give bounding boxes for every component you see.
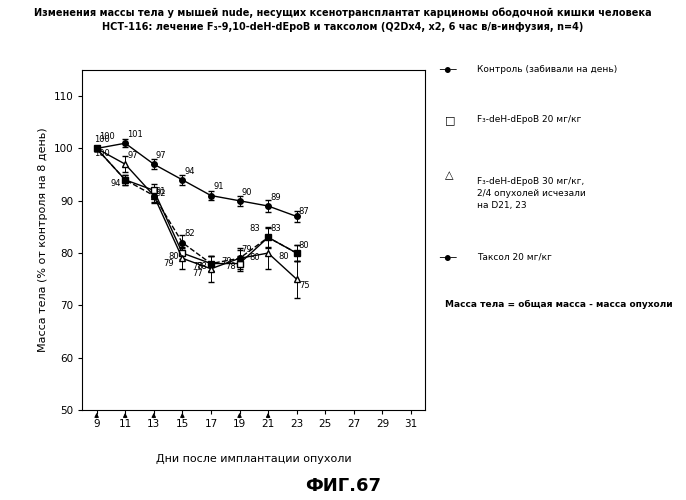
Text: 79: 79 (221, 257, 232, 266)
Text: Таксол 20 мг/кг: Таксол 20 мг/кг (477, 253, 552, 262)
Text: 83: 83 (250, 224, 260, 233)
Text: 80: 80 (168, 252, 178, 261)
Text: 87: 87 (299, 208, 309, 216)
Text: F₃-deH-dEpoB 30 мг/кг,
2/4 опухолей исчезали
на D21, 23: F₃-deH-dEpoB 30 мг/кг, 2/4 опухолей исче… (477, 178, 586, 210)
Text: 100: 100 (95, 149, 110, 158)
Text: 91: 91 (156, 186, 167, 196)
Text: 79: 79 (164, 258, 174, 268)
Text: ─●─: ─●─ (439, 252, 457, 262)
Text: 92: 92 (156, 189, 167, 198)
Y-axis label: Масса тела (% от контроля на 8 день): Масса тела (% от контроля на 8 день) (38, 128, 48, 352)
Text: 94: 94 (111, 178, 121, 188)
Text: 83: 83 (270, 224, 281, 233)
Text: 80: 80 (278, 252, 289, 261)
Text: 75: 75 (299, 280, 309, 289)
Text: □: □ (445, 115, 455, 125)
Text: 100: 100 (99, 132, 115, 140)
Text: Масса тела = общая масса - масса опухоли: Масса тела = общая масса - масса опухоли (445, 300, 672, 309)
Text: 80: 80 (250, 254, 260, 262)
Text: 91: 91 (213, 182, 224, 192)
Text: 78: 78 (192, 262, 203, 272)
Text: НСТ-116: лечение F₃-9,10-deH-dEpoB и таксолом (Q2Dx4, x2, 6 час в/в-инфузия, n=4: НСТ-116: лечение F₃-9,10-deH-dEpoB и так… (102, 22, 584, 32)
Text: F₃-deH-dEpoB 20 мг/кг: F₃-deH-dEpoB 20 мг/кг (477, 116, 581, 124)
Text: 82: 82 (185, 230, 195, 238)
Text: 97: 97 (128, 151, 138, 160)
Text: △: △ (445, 170, 453, 180)
Text: 78: 78 (225, 262, 236, 272)
Text: 101: 101 (128, 130, 143, 139)
Text: 100: 100 (95, 136, 110, 144)
Text: 89: 89 (270, 193, 281, 202)
Text: 97: 97 (156, 151, 167, 160)
X-axis label: Дни после имплантации опухоли: Дни после имплантации опухоли (156, 454, 352, 464)
Text: 90: 90 (241, 188, 252, 196)
Text: Контроль (забивали на день): Контроль (забивали на день) (477, 66, 617, 74)
Text: ─●─: ─●─ (439, 65, 457, 75)
Text: 78: 78 (197, 262, 207, 272)
Text: 77: 77 (192, 269, 203, 278)
Text: 94: 94 (185, 166, 195, 175)
Text: 79: 79 (241, 245, 252, 254)
Text: ФИГ.67: ФИГ.67 (305, 477, 381, 495)
Text: 80: 80 (299, 242, 309, 250)
Text: Изменения массы тела у мышей nude, несущих ксенотрансплантат карциномы ободочной: Изменения массы тела у мышей nude, несущ… (34, 8, 652, 18)
